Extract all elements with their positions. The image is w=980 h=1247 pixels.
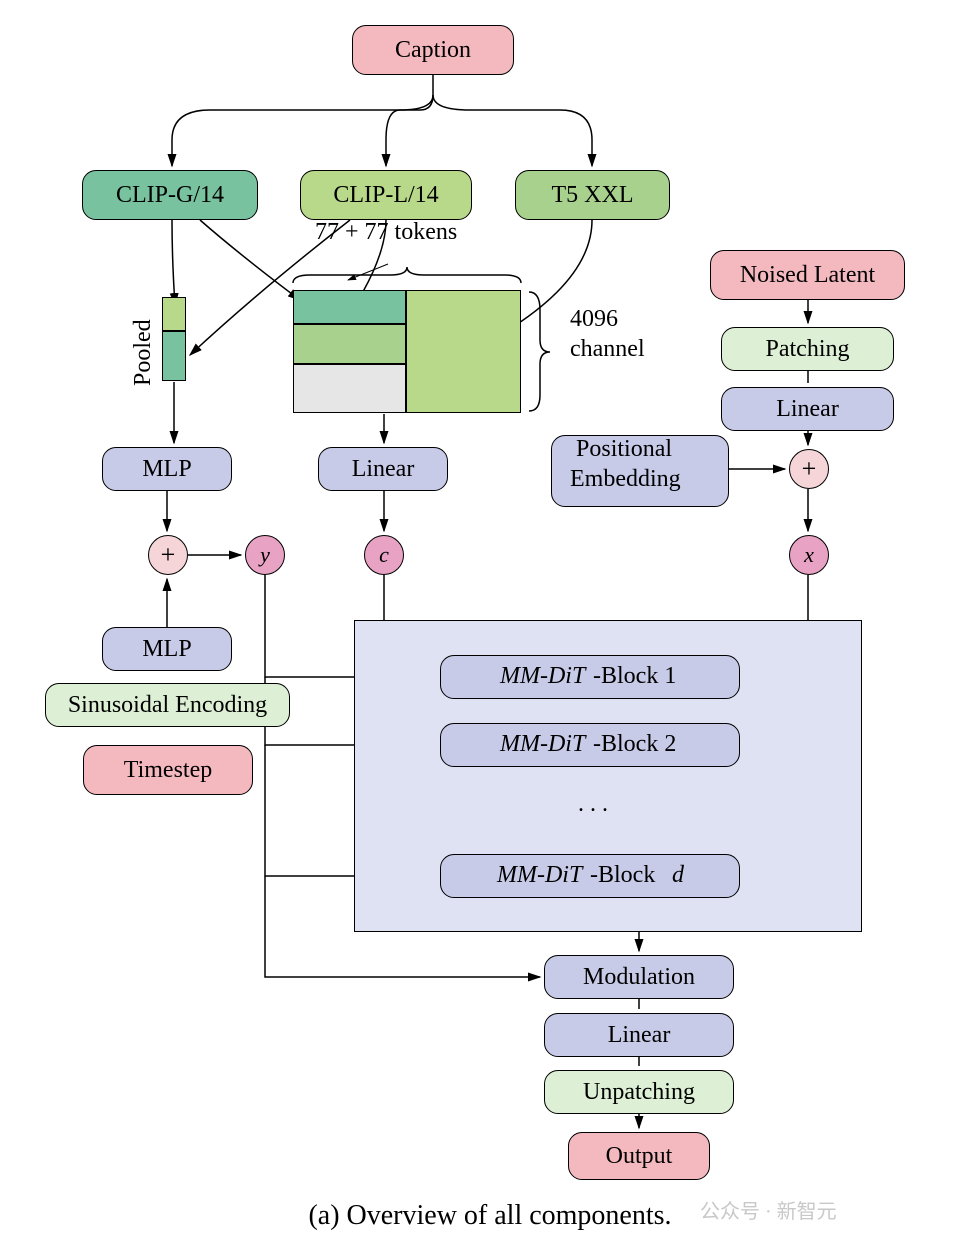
node-mlp2: MLP — [102, 627, 232, 671]
label-posemb2: Embedding — [570, 466, 681, 493]
circle-x: x — [789, 535, 829, 575]
label-blockd_d: d — [672, 862, 684, 889]
node-t5: T5 XXL — [515, 170, 670, 220]
token-tensor-box — [293, 290, 521, 413]
circle-plus_r: + — [789, 449, 829, 489]
label-pooled: Pooled — [130, 319, 157, 386]
watermark-text: 公众号 · 新智元 — [700, 1195, 837, 1224]
node-output: Output — [568, 1132, 710, 1180]
node-linear_r: Linear — [721, 387, 894, 431]
circle-y: y — [245, 535, 285, 575]
node-block1 — [440, 655, 740, 699]
label-blockd_i: MM-DiT — [497, 862, 582, 889]
label-channel1: 4096 — [570, 306, 618, 333]
node-timestep: Timestep — [83, 745, 253, 795]
node-linear_c: Linear — [318, 447, 448, 491]
node-clipg: CLIP-G/14 — [82, 170, 258, 220]
node-caption: Caption — [352, 25, 514, 75]
label-blockd_t: -Block — [590, 862, 655, 889]
node-modulation: Modulation — [544, 955, 734, 999]
circle-plus_l: + — [148, 535, 188, 575]
label-block1_t: -Block 1 — [593, 663, 676, 690]
node-mlp1: MLP — [102, 447, 232, 491]
node-sinus: Sinusoidal Encoding — [45, 683, 290, 727]
label-channel2: channel — [570, 336, 645, 363]
label-posemb1: Positional — [576, 436, 672, 463]
label-dots: . . . — [578, 791, 608, 818]
node-linear_out: Linear — [544, 1013, 734, 1057]
node-block2 — [440, 723, 740, 767]
node-clipl: CLIP-L/14 — [300, 170, 472, 220]
label-block1_i: MM-DiT — [500, 663, 585, 690]
label-tokens: 77 + 77 tokens — [315, 219, 457, 246]
label-block2_t: -Block 2 — [593, 731, 676, 758]
node-unpatch: Unpatching — [544, 1070, 734, 1114]
node-patching: Patching — [721, 327, 894, 371]
node-noised: Noised Latent — [710, 250, 905, 300]
label-block2_i: MM-DiT — [500, 731, 585, 758]
circle-c: c — [364, 535, 404, 575]
